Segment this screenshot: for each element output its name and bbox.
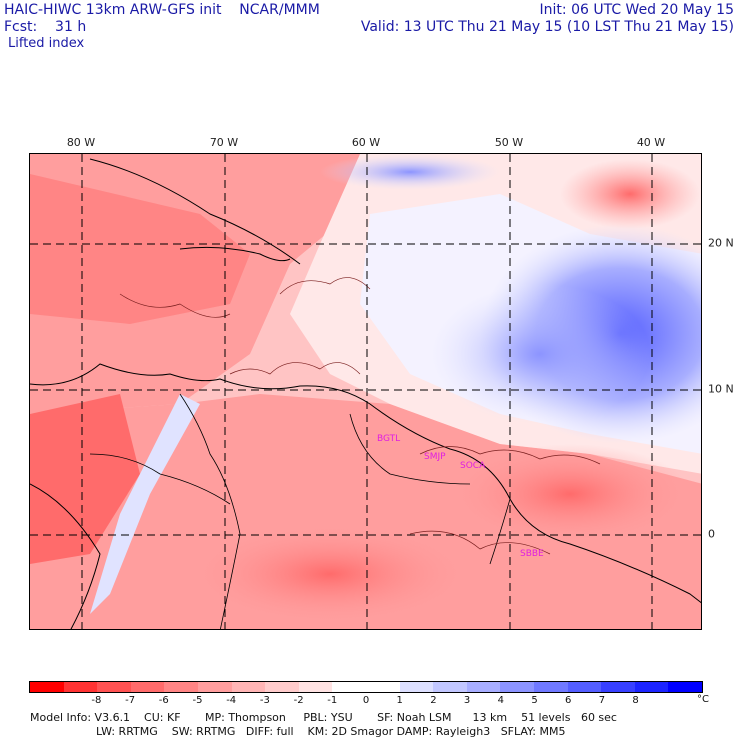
lat-label-20n: 20 N xyxy=(708,236,734,250)
lifted-index-field xyxy=(30,154,701,629)
colorbar-swatch xyxy=(433,682,467,692)
colorbar-swatch xyxy=(130,682,165,692)
model-info-line-2: LW: RRTMG SW: RRTMG DIFF: full KM: 2D Sm… xyxy=(96,725,566,738)
colorbar-swatch xyxy=(332,682,366,692)
colorbar-tick-label: 3 xyxy=(463,695,471,706)
lon-label-50w: 50 W xyxy=(494,136,524,149)
contour-line xyxy=(279,277,371,295)
colorbar-tick-label: -2 xyxy=(293,695,304,706)
colorbar-tick-label: 0 xyxy=(362,695,370,706)
colorbar-swatch xyxy=(164,682,198,692)
shade-caribbean-core xyxy=(30,174,250,324)
border-amapa xyxy=(489,498,511,565)
colorbar-swatch xyxy=(63,682,98,692)
colorbar-swatch xyxy=(466,682,501,692)
colorbar-tick-label: 6 xyxy=(565,695,572,706)
station-label-bgtl: BGTL xyxy=(377,434,401,444)
colorbar-tick-label: -4 xyxy=(226,695,237,706)
colorbar-swatch xyxy=(197,682,232,692)
colorbar-unit: °C xyxy=(697,694,709,705)
colorbar-swatch xyxy=(365,682,400,692)
shade-warm-ne xyxy=(560,159,700,229)
lat-label-10n: 10 N xyxy=(708,382,734,396)
shade-stable-west xyxy=(430,284,650,424)
colorbar-tick-label: 5 xyxy=(531,695,538,706)
lat-lon-grid xyxy=(30,154,701,629)
lon-label-40w: 40 W xyxy=(636,136,666,149)
colorbar-tick-label: -1 xyxy=(327,695,338,706)
coastline-cuba xyxy=(89,158,301,265)
lon-label-60w: 60 W xyxy=(351,136,381,149)
colorbar-swatch xyxy=(30,682,64,692)
station-label-smjp: SMJP xyxy=(424,452,446,462)
colorbar-tick-label: 4 xyxy=(497,695,504,706)
colorbar-swatch xyxy=(399,682,434,692)
colorbar-swatch xyxy=(567,682,602,692)
colorbar-tick-label: 8 xyxy=(632,695,639,706)
colorbar-swatch xyxy=(97,682,131,692)
colorbar xyxy=(29,681,703,693)
coastline-hispaniola xyxy=(179,246,291,262)
colorbar-tick-label: -6 xyxy=(158,695,169,706)
forecast-hour: Fcst: 31 h xyxy=(4,19,87,35)
colorbar-swatch xyxy=(298,682,333,692)
colorbar-tick-label: -5 xyxy=(192,695,203,706)
contour-line xyxy=(229,362,361,375)
plot-title: HAIC-HIWC 13km ARW-GFS init NCAR/MMM xyxy=(4,2,320,18)
station-label-sbbe: SBBE xyxy=(520,549,544,559)
colorbar-swatch xyxy=(265,682,299,692)
colorbar-tick-label: 7 xyxy=(598,695,606,706)
colorbar-swatch xyxy=(231,682,266,692)
border-colombia xyxy=(179,393,241,629)
valid-time: Valid: 13 UTC Thu 21 May 15 (10 LST Thu … xyxy=(360,19,734,35)
map-panel: BGTL SMJP SOCA SBBE xyxy=(29,153,702,630)
colorbar-tick-label: 2 xyxy=(430,695,437,706)
colorbar-swatch xyxy=(601,682,635,692)
colorbar-tick-label: -8 xyxy=(91,695,102,706)
lon-label-80w: 80 W xyxy=(66,136,96,149)
lon-label-70w: 70 W xyxy=(209,136,239,149)
colorbar-swatch xyxy=(500,682,534,692)
colorbar-swatch xyxy=(533,682,568,692)
colorbar-swatch xyxy=(634,682,669,692)
shade-andes xyxy=(90,394,200,614)
field-name: Lifted index xyxy=(8,36,85,51)
contour-line xyxy=(119,293,231,318)
border-guianas xyxy=(349,413,471,485)
colorbar-tick-label: -3 xyxy=(259,695,270,706)
colorbar-tick-label: 1 xyxy=(396,695,403,706)
shade-colombia xyxy=(30,394,140,564)
contour-line xyxy=(409,530,551,555)
model-info-line-1: Model Info: V3.6.1 CU: KF MP: Thompson P… xyxy=(30,711,617,724)
lat-label-equator: 0 xyxy=(708,527,715,541)
colorbar-swatch xyxy=(668,682,702,692)
station-label-soca: SOCA xyxy=(460,461,486,471)
contour-line xyxy=(419,446,601,465)
shade-warm-interior xyxy=(190,524,470,624)
coastline-pacific xyxy=(30,483,101,629)
shade-stable-north xyxy=(320,154,500,190)
border-andes xyxy=(89,453,231,505)
shade-warm-coast xyxy=(450,444,690,544)
colorbar-tick-label: -7 xyxy=(125,695,136,706)
init-time: Init: 06 UTC Wed 20 May 15 xyxy=(539,2,734,18)
coastline-south-america xyxy=(30,363,701,604)
